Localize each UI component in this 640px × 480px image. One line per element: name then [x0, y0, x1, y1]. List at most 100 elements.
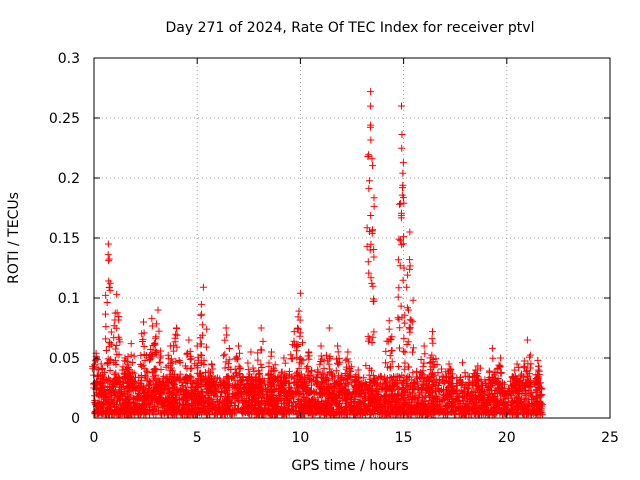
data-point: [105, 257, 113, 265]
data-point: [291, 388, 299, 396]
data-point: [102, 310, 109, 318]
data-point: [257, 346, 265, 354]
data-point: [181, 362, 189, 370]
data-point: [231, 394, 239, 402]
data-point: [439, 396, 447, 404]
data-point: [388, 347, 396, 354]
data-point: [169, 390, 177, 398]
data-point: [318, 405, 326, 413]
data-point: [418, 370, 426, 378]
data-point: [184, 374, 191, 382]
data-point: [383, 363, 391, 371]
data-point: [232, 353, 240, 361]
data-point: [221, 336, 229, 344]
peak-point: [334, 342, 342, 350]
data-point: [378, 405, 386, 412]
data-point: [500, 393, 508, 401]
data-point: [314, 401, 322, 409]
data-point: [333, 409, 341, 417]
data-point: [343, 410, 350, 418]
data-point: [275, 372, 283, 380]
data-point: [198, 340, 205, 348]
data-point: [308, 367, 316, 375]
data-point: [532, 410, 540, 417]
data-point: [449, 406, 457, 414]
data-point: [386, 352, 394, 360]
data-point: [499, 397, 507, 405]
data-point: [457, 408, 465, 416]
data-point: [130, 369, 138, 377]
data-point: [265, 409, 273, 417]
data-point: [102, 291, 110, 299]
data-point: [171, 373, 179, 381]
data-point: [319, 377, 327, 385]
peak-point: [354, 366, 362, 374]
data-point: [282, 374, 290, 382]
data-point: [260, 410, 268, 418]
data-point: [403, 283, 411, 291]
data-point: [429, 404, 436, 411]
data-point: [130, 380, 138, 388]
data-point: [370, 253, 378, 261]
data-point: [277, 384, 285, 391]
data-point: [254, 356, 262, 364]
y-tick-label: 0: [71, 411, 80, 427]
data-point: [172, 357, 180, 365]
data-point: [194, 379, 202, 387]
data-point: [367, 212, 375, 219]
data-point: [417, 356, 425, 363]
peak-point: [127, 340, 135, 348]
data-point: [140, 351, 148, 358]
data-point: [139, 335, 147, 343]
data-point: [204, 395, 212, 403]
data-point: [409, 296, 417, 304]
data-point: [208, 375, 215, 382]
data-point: [387, 403, 395, 411]
data-point: [448, 383, 455, 391]
data-point: [469, 388, 477, 396]
data-point: [399, 181, 407, 189]
data-point: [155, 327, 163, 335]
data-point: [209, 380, 217, 388]
data-point: [244, 390, 252, 397]
data-point: [285, 398, 293, 406]
data-point: [320, 364, 328, 372]
data-point: [199, 321, 207, 329]
data-point: [369, 406, 377, 414]
data-point: [462, 410, 470, 418]
data-point: [361, 403, 369, 410]
data-point: [266, 382, 274, 390]
data-point: [175, 375, 183, 383]
data-point: [409, 318, 417, 326]
x-tick-label: 0: [90, 430, 99, 446]
data-point: [106, 367, 114, 374]
data-point: [368, 155, 376, 163]
data-point: [273, 407, 281, 414]
data-point: [326, 382, 334, 390]
data-point: [345, 358, 353, 366]
data-point: [129, 407, 137, 415]
data-point: [282, 405, 290, 413]
data-point: [512, 402, 520, 410]
data-point: [404, 338, 412, 346]
data-point: [346, 404, 354, 412]
data-point: [278, 399, 285, 407]
data-point: [406, 388, 414, 396]
data-point: [514, 393, 522, 401]
data-point: [289, 402, 297, 410]
data-point: [183, 389, 191, 397]
data-point: [299, 339, 306, 347]
data-point: [130, 352, 138, 360]
data-point: [524, 396, 532, 404]
data-point: [432, 398, 440, 406]
data-point: [486, 374, 493, 382]
data-point: [535, 405, 543, 413]
data-point: [366, 123, 374, 131]
data-point: [199, 393, 207, 401]
data-point: [345, 372, 353, 380]
data-point: [168, 378, 175, 386]
data-point: [341, 394, 348, 402]
data-point: [152, 320, 160, 328]
data-point: [347, 363, 355, 371]
